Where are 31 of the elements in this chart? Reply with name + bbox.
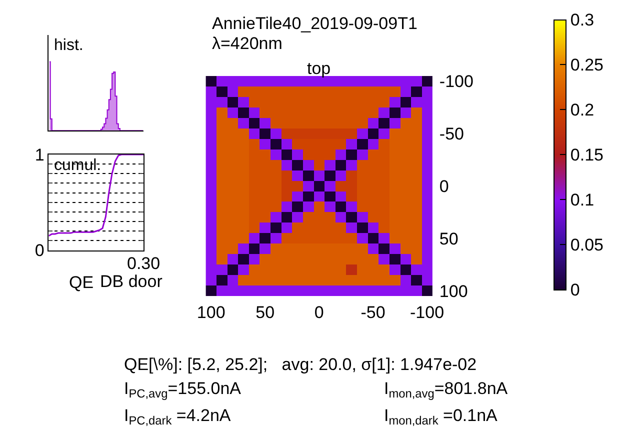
x-tick-label: -100 (410, 303, 444, 322)
color-bar-label: 0 (570, 280, 580, 300)
x-tick-label: -50 (360, 303, 386, 322)
text: DB door (100, 272, 163, 291)
text: 0.30 (127, 254, 160, 273)
text: I$_{mon,avg}$=801.8nA (384, 379, 508, 401)
color-bar-label: 0.2 (570, 100, 594, 120)
color-bar-label: 0.3 (570, 10, 594, 30)
chart-title: hist. (54, 37, 84, 54)
color-bar-label: 0.05 (570, 235, 604, 254)
text: I$_{PC,dark}$ =4.2nA (124, 406, 232, 428)
y-tick-label: 100 (439, 282, 468, 301)
text: QE[\%]: [5.2, 25.2]; avg: 20.0, σ[1]: 1.947e-02 (124, 355, 477, 374)
color-bar-label: 0.25 (570, 55, 604, 74)
line-series (48, 154, 144, 237)
y-tick-label: 0 (439, 177, 449, 196)
annotation: top (307, 59, 331, 78)
y-tick-label: -100 (439, 72, 474, 92)
text: I$_{PC,avg}$=155.0nA (124, 379, 242, 401)
text: I$_{mon,dark}$ =0.1nA (384, 406, 498, 428)
chart-subtitle: λ=420nm (212, 34, 282, 53)
x-tick-label: 50 (256, 303, 275, 322)
x-axis-title: QE (69, 273, 94, 292)
y-tick-label: 1 (34, 145, 44, 164)
chart-title: AnnieTile40_2019-09-09T1 (212, 14, 418, 33)
color-bar-label: 0.1 (570, 190, 594, 210)
color-bar-label: 0.15 (570, 145, 604, 164)
y-tick-label: -50 (439, 124, 464, 144)
x-tick-label: 0 (314, 303, 324, 322)
y-tick-label: 50 (439, 230, 458, 248)
x-tick-label: 100 (196, 303, 226, 322)
